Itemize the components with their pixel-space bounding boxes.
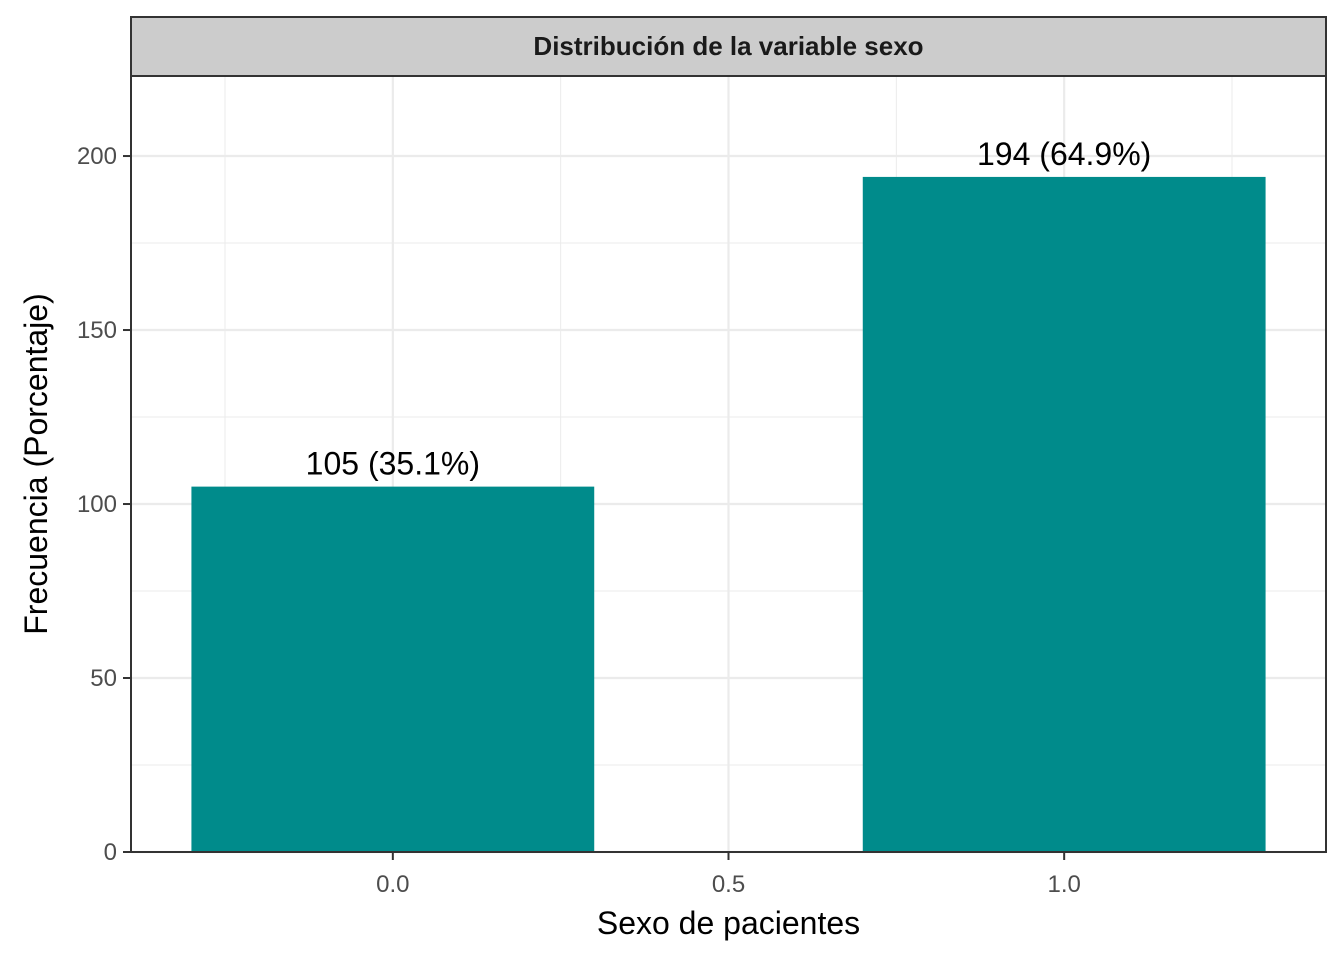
x-tick-label: 1.0 [1047, 871, 1080, 898]
bar [191, 486, 595, 852]
ticks-layer: 0 50 100 150 200 0.0 0.5 1.0 [77, 143, 1081, 898]
data-label: 194 (64.9%) [977, 136, 1151, 172]
bars-layer [191, 176, 1266, 852]
facet-strip [130, 16, 1327, 77]
y-tick-label: 50 [90, 665, 117, 692]
x-tick-label: 0.5 [712, 871, 745, 898]
data-label: 105 (35.1%) [306, 446, 480, 482]
y-tick-label: 0 [104, 839, 117, 866]
y-tick-label: 100 [77, 491, 117, 518]
y-axis-title: Frecuencia (Porcentaje) [18, 293, 54, 634]
chart-title: Distribución de la variable sexo [533, 31, 923, 61]
labels-layer: 105 (35.1%) 194 (64.9%) [306, 136, 1152, 482]
bar [862, 176, 1266, 852]
x-axis-title: Sexo de pacientes [597, 905, 860, 941]
x-tick-label: 0.0 [376, 871, 409, 898]
y-tick-label: 200 [77, 143, 117, 170]
y-tick-label: 150 [77, 317, 117, 344]
